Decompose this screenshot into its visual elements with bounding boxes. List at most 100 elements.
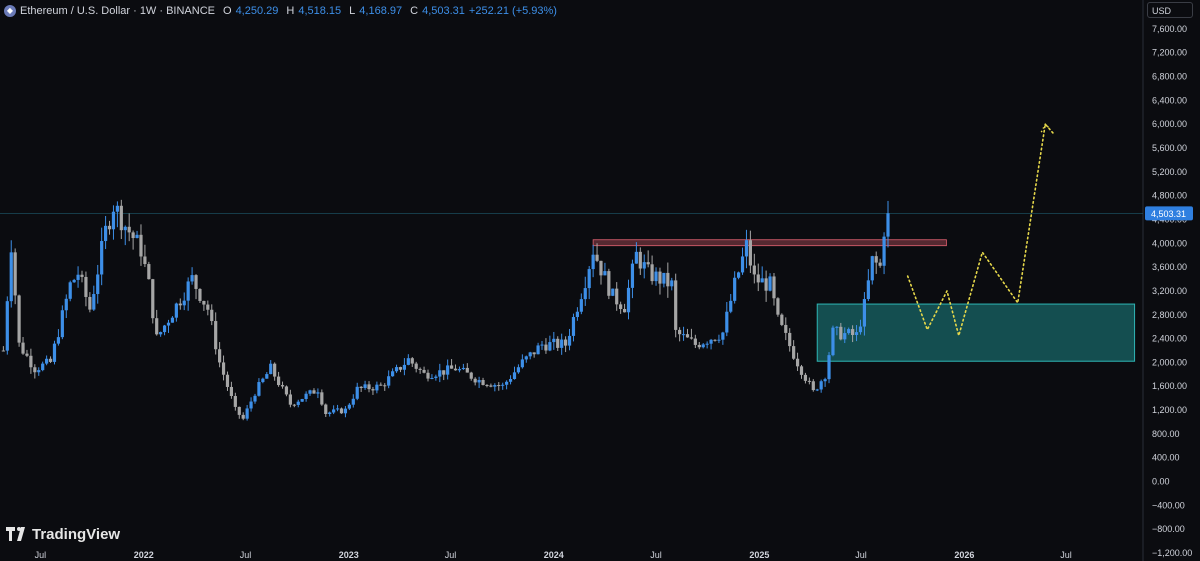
candle-body[interactable] bbox=[335, 408, 340, 410]
candle-body[interactable] bbox=[854, 332, 859, 335]
candle-body[interactable] bbox=[202, 300, 206, 305]
candle-body[interactable] bbox=[214, 321, 218, 350]
candle-body[interactable] bbox=[477, 379, 481, 383]
candle-body[interactable] bbox=[713, 339, 717, 341]
candle-body[interactable] bbox=[772, 276, 776, 299]
candle-body[interactable] bbox=[100, 241, 104, 275]
demand-zone[interactable] bbox=[816, 303, 1136, 362]
candle-body[interactable] bbox=[300, 399, 304, 402]
candle-body[interactable] bbox=[815, 389, 819, 391]
candle-body[interactable] bbox=[284, 386, 289, 395]
candle-body[interactable] bbox=[410, 358, 414, 364]
candle-body[interactable] bbox=[21, 342, 25, 354]
candle-body[interactable] bbox=[733, 277, 737, 301]
candle-body[interactable] bbox=[182, 300, 186, 306]
candle-body[interactable] bbox=[288, 394, 292, 405]
candle-body[interactable] bbox=[646, 262, 650, 265]
candle-body[interactable] bbox=[316, 392, 320, 394]
candle-body[interactable] bbox=[166, 322, 171, 326]
candle-body[interactable] bbox=[685, 334, 690, 338]
candle-body[interactable] bbox=[784, 324, 788, 333]
candle-body[interactable] bbox=[119, 205, 123, 231]
candle-body[interactable] bbox=[811, 381, 815, 391]
candle-body[interactable] bbox=[599, 260, 603, 276]
candle-body[interactable] bbox=[548, 342, 552, 351]
candle-body[interactable] bbox=[776, 298, 780, 315]
candle-body[interactable] bbox=[752, 265, 756, 275]
candle-body[interactable] bbox=[84, 276, 88, 297]
candle-body[interactable] bbox=[162, 325, 167, 333]
candle-body[interactable] bbox=[457, 369, 462, 371]
candle-body[interactable] bbox=[351, 398, 355, 405]
candle-body[interactable] bbox=[363, 384, 367, 389]
candle-body[interactable] bbox=[603, 271, 607, 276]
candle-body[interactable] bbox=[756, 274, 760, 283]
candle-body[interactable] bbox=[276, 376, 281, 386]
candle-body[interactable] bbox=[111, 211, 116, 230]
candle-body[interactable] bbox=[347, 404, 351, 409]
candle-body[interactable] bbox=[174, 303, 178, 318]
candle-body[interactable] bbox=[355, 386, 359, 399]
candle-body[interactable] bbox=[461, 367, 465, 370]
candle-body[interactable] bbox=[225, 374, 230, 387]
candle-body[interactable] bbox=[343, 408, 348, 414]
candle-body[interactable] bbox=[387, 376, 391, 386]
candle-body[interactable] bbox=[13, 252, 17, 296]
candle-body[interactable] bbox=[528, 352, 532, 357]
candle-body[interactable] bbox=[233, 395, 237, 407]
candle-body[interactable] bbox=[131, 232, 135, 239]
candle-body[interactable] bbox=[446, 365, 450, 375]
candle-body[interactable] bbox=[465, 367, 469, 373]
candle-body[interactable] bbox=[107, 225, 112, 230]
candle-body[interactable] bbox=[332, 409, 336, 413]
candle-body[interactable] bbox=[489, 385, 493, 387]
candle-body[interactable] bbox=[391, 371, 395, 377]
candle-body[interactable] bbox=[48, 358, 53, 362]
candle-body[interactable] bbox=[406, 358, 410, 365]
candle-body[interactable] bbox=[847, 329, 851, 334]
candle-body[interactable] bbox=[607, 271, 611, 296]
candle-body[interactable] bbox=[666, 272, 670, 287]
candle-body[interactable] bbox=[493, 385, 497, 387]
candle-body[interactable] bbox=[571, 317, 576, 336]
candle-body[interactable] bbox=[717, 339, 721, 341]
candle-body[interactable] bbox=[155, 318, 159, 335]
candle-body[interactable] bbox=[552, 338, 556, 343]
candle-body[interactable] bbox=[398, 367, 403, 370]
candle-body[interactable] bbox=[831, 327, 835, 356]
candle-body[interactable] bbox=[725, 311, 729, 333]
candle-body[interactable] bbox=[729, 300, 733, 312]
candle-body[interactable] bbox=[135, 234, 139, 239]
currency-button[interactable]: USD bbox=[1147, 2, 1193, 18]
candle-body[interactable] bbox=[127, 226, 131, 233]
candle-body[interactable] bbox=[241, 414, 245, 419]
candle-body[interactable] bbox=[795, 358, 800, 367]
candle-body[interactable] bbox=[402, 364, 407, 370]
candle-body[interactable] bbox=[473, 378, 477, 383]
candle-body[interactable] bbox=[453, 368, 458, 371]
candle-body[interactable] bbox=[862, 299, 867, 327]
candle-body[interactable] bbox=[560, 339, 564, 348]
resistance-zone[interactable] bbox=[592, 239, 947, 247]
candle-body[interactable] bbox=[449, 365, 454, 369]
candle-body[interactable] bbox=[705, 343, 709, 345]
candle-body[interactable] bbox=[520, 359, 524, 368]
candle-body[interactable] bbox=[221, 362, 226, 375]
candle-body[interactable] bbox=[64, 298, 68, 311]
candle-body[interactable] bbox=[430, 377, 434, 379]
candle-body[interactable] bbox=[638, 251, 642, 269]
candle-body[interactable] bbox=[41, 363, 45, 371]
candle-body[interactable] bbox=[556, 338, 560, 348]
candle-body[interactable] bbox=[760, 278, 764, 283]
candle-body[interactable] bbox=[858, 326, 863, 333]
candle-body[interactable] bbox=[123, 226, 127, 231]
candle-body[interactable] bbox=[670, 280, 674, 287]
candle-body[interactable] bbox=[662, 272, 666, 284]
candle-body[interactable] bbox=[469, 372, 473, 379]
candle-body[interactable] bbox=[292, 404, 296, 406]
candle-body[interactable] bbox=[595, 254, 599, 261]
candle-body[interactable] bbox=[371, 389, 375, 391]
candle-body[interactable] bbox=[642, 262, 646, 269]
candle-body[interactable] bbox=[60, 310, 64, 338]
